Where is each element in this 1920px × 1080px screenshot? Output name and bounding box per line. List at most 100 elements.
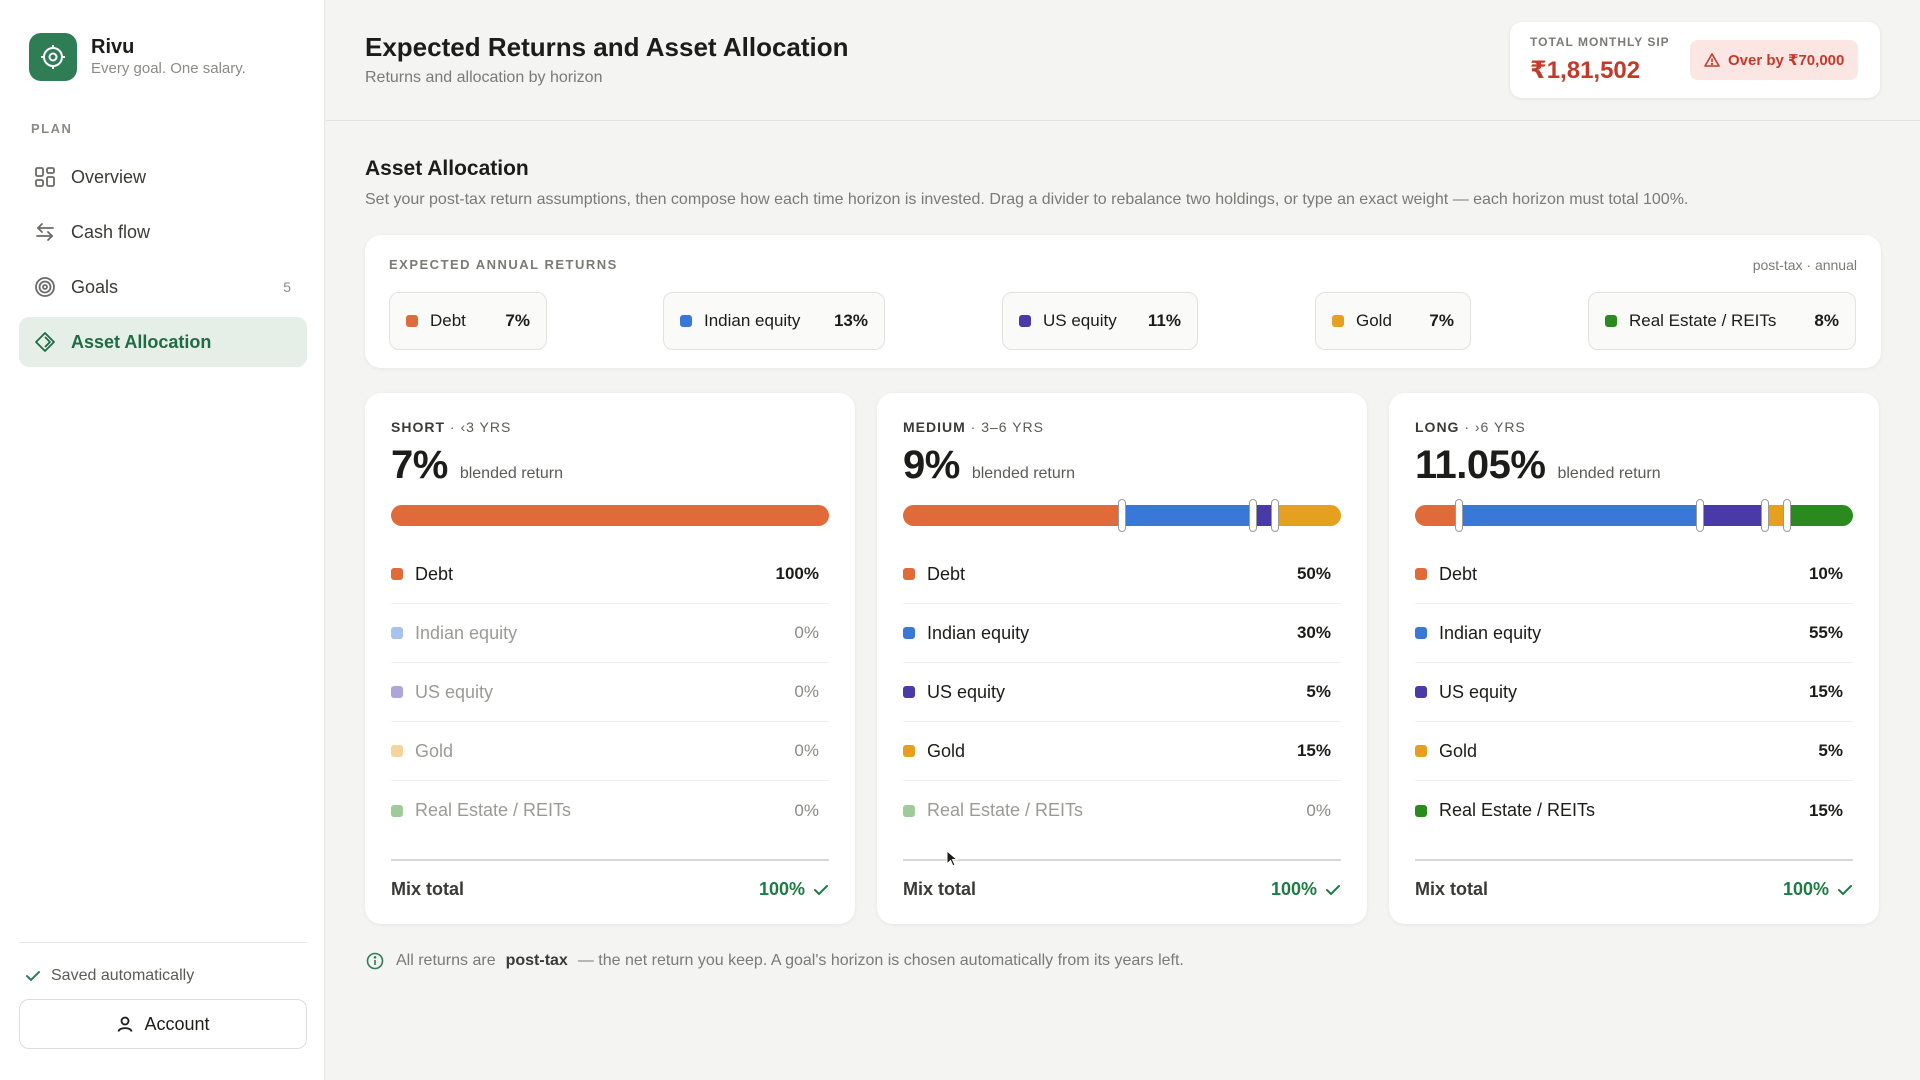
bar-segment-debt <box>1415 505 1459 526</box>
allocation-divider-handle[interactable] <box>1271 499 1280 532</box>
weight-input[interactable]: 15% <box>1296 741 1331 760</box>
save-status: Saved automatically <box>25 967 307 985</box>
asset-swatch <box>391 804 403 817</box>
allocation-divider-handle[interactable] <box>1783 499 1792 532</box>
asset-swatch <box>1415 745 1427 757</box>
horizon-card-short: SHORT · ‹3 YRS 7% blended return Debt 100%… <box>365 393 855 924</box>
weight-input[interactable]: 30% <box>1296 623 1331 642</box>
allocation-bar[interactable] <box>391 505 829 526</box>
section-description: Set your post-tax return assumptions, th… <box>365 191 1689 208</box>
over-budget-badge: Over by ₹70,000 <box>1690 40 1859 80</box>
bar-segment-real-estate-reits <box>1787 505 1853 526</box>
allocation-rows: Debt 100% Indian equity 0% US equity 0% Gold 0%… <box>391 545 829 840</box>
asset-name: Debt <box>927 563 966 584</box>
sidebar-footer: Saved automatically Account <box>19 942 307 1049</box>
allocation-row[interactable]: Indian equity 0% <box>391 604 829 663</box>
return-input-debt[interactable]: Debt 7% <box>389 292 547 350</box>
weight-input[interactable]: 55% <box>1808 623 1843 642</box>
allocation-divider-handle[interactable] <box>1118 499 1126 532</box>
allocation-row[interactable]: Indian equity 30% <box>903 604 1341 663</box>
weight-input[interactable]: 15% <box>1808 800 1843 820</box>
weight-input[interactable]: 5% <box>1306 682 1331 701</box>
weight-input[interactable]: 0% <box>794 623 819 642</box>
asset-swatch <box>391 745 403 757</box>
allocation-row[interactable]: Debt 10% <box>1415 545 1853 604</box>
allocation-bar[interactable] <box>1415 505 1853 526</box>
allocation-row[interactable]: Debt 100% <box>391 545 829 604</box>
asset-return: 7% <box>505 311 530 330</box>
sip-label: TOTAL MONTHLY SIP <box>1530 35 1670 49</box>
account-label: Account <box>144 1013 210 1034</box>
sidebar-item-goals[interactable]: Goals 5 <box>19 262 307 312</box>
return-input-gold[interactable]: Gold 7% <box>1315 292 1471 350</box>
asset-name: Indian equity <box>704 311 801 330</box>
sidebar: Rivu Every goal. One salary. PLAN Overvi… <box>0 0 325 1080</box>
mix-total-value: 100% <box>1783 879 1853 900</box>
horizon-name: MEDIUM <box>903 419 966 435</box>
weight-input[interactable]: 50% <box>1296 564 1331 583</box>
horizon-name: LONG <box>1415 419 1460 435</box>
return-input-indian-equity[interactable]: Indian equity 13% <box>663 292 885 350</box>
real-estate-swatch <box>1605 315 1617 327</box>
asset-swatch <box>903 568 915 580</box>
asset-swatch <box>391 686 403 698</box>
debt-swatch <box>406 315 418 327</box>
allocation-row[interactable]: US equity 0% <box>391 663 829 722</box>
asset-name: Debt <box>1439 563 1478 584</box>
sidebar-item-cash-flow[interactable]: Cash flow <box>19 207 307 257</box>
asset-swatch <box>391 568 403 580</box>
allocation-row[interactable]: Gold 0% <box>391 722 829 781</box>
asset-name: Indian equity <box>415 622 518 643</box>
check-icon <box>814 884 828 895</box>
mix-total-text: 100% <box>758 879 805 899</box>
horizon-card-medium: MEDIUM · 3–6 YRS 9% blended return Debt 50… <box>877 393 1367 924</box>
asset-name: Gold <box>1439 740 1478 761</box>
sidebar-item-asset-allocation[interactable]: Asset Allocation <box>19 317 307 367</box>
footnote: All returns are post-tax — the net retur… <box>366 952 1184 970</box>
allocation-divider-handle[interactable] <box>1761 499 1770 532</box>
account-button[interactable]: Account <box>19 999 307 1049</box>
allocation-row[interactable]: Real Estate / REITs 0% <box>391 781 829 840</box>
allocation-row[interactable]: Gold 15% <box>903 722 1341 781</box>
allocation-divider-handle[interactable] <box>1454 499 1463 532</box>
mix-total-label: Mix total <box>1415 879 1489 899</box>
asset-return: 13% <box>833 311 868 330</box>
asset-swatch <box>1415 568 1427 580</box>
asset-swatch <box>903 804 915 817</box>
weight-input[interactable]: 0% <box>1306 800 1331 820</box>
allocation-divider-handle[interactable] <box>1695 499 1704 532</box>
weight-input[interactable]: 15% <box>1808 682 1843 701</box>
mix-total-value: 100% <box>759 879 829 900</box>
allocation-bar[interactable] <box>903 505 1341 526</box>
allocation-row[interactable]: US equity 15% <box>1415 663 1853 722</box>
weight-input[interactable]: 5% <box>1818 741 1843 760</box>
bar-segment-gold <box>1765 505 1788 526</box>
mix-total-text: 100% <box>1270 879 1317 899</box>
mix-total-label: Mix total <box>391 879 465 899</box>
allocation-row[interactable]: Debt 50% <box>903 545 1341 604</box>
return-input-real-estate[interactable]: Real Estate / REITs 8% <box>1588 292 1856 350</box>
brand[interactable]: Rivu Every goal. One salary. <box>29 33 246 81</box>
info-icon <box>366 952 384 970</box>
allocation-row[interactable]: Gold 5% <box>1415 722 1853 781</box>
bar-segment-us-equity <box>1699 505 1766 526</box>
logo-target-icon <box>29 33 77 81</box>
return-input-us-equity[interactable]: US equity 11% <box>1002 292 1198 350</box>
bar-segment-indian-equity <box>1122 505 1254 526</box>
weight-input[interactable]: 100% <box>775 564 819 583</box>
asset-name: Debt <box>430 311 466 330</box>
allocation-row[interactable]: Indian equity 55% <box>1415 604 1853 663</box>
asset-swatch <box>903 745 915 757</box>
weight-input[interactable]: 10% <box>1808 564 1843 583</box>
weight-input[interactable]: 0% <box>794 682 819 701</box>
footnote-post: — the net return you keep. A goal's hori… <box>577 952 1184 969</box>
asset-swatch <box>391 627 403 639</box>
allocation-divider-handle[interactable] <box>1249 499 1258 532</box>
allocation-row[interactable]: US equity 5% <box>903 663 1341 722</box>
allocation-row[interactable]: Real Estate / REITs 0% <box>903 781 1341 840</box>
target-icon <box>33 275 57 299</box>
sidebar-item-overview[interactable]: Overview <box>19 152 307 202</box>
weight-input[interactable]: 0% <box>794 741 819 760</box>
weight-input[interactable]: 0% <box>794 800 819 820</box>
allocation-row[interactable]: Real Estate / REITs 15% <box>1415 781 1853 840</box>
